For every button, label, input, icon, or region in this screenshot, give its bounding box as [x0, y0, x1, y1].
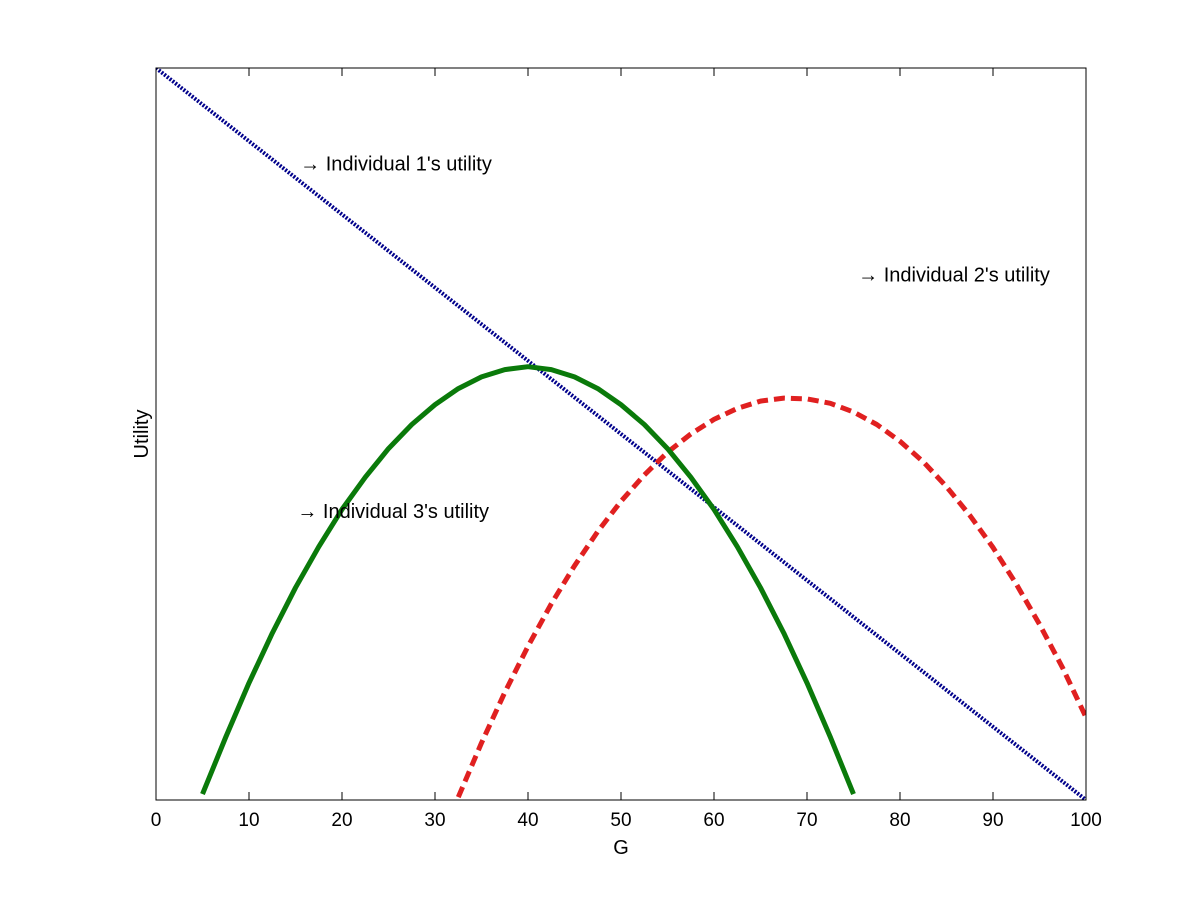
- series-line-ind1: [156, 68, 1086, 800]
- x-tick-label: 20: [331, 810, 352, 831]
- x-tick-label: 0: [151, 810, 162, 831]
- annotation-label: → Individual 1's utility: [300, 153, 492, 175]
- x-tick-label: 60: [703, 810, 724, 831]
- series-line-ind3: [200, 364, 856, 796]
- x-tick-label: 40: [517, 810, 538, 831]
- x-tick-label: 80: [889, 810, 910, 831]
- series-line-ind2: [456, 395, 1086, 799]
- annotation-label: → Individual 2's utility: [858, 265, 1050, 287]
- y-axis-label: Utility: [131, 410, 153, 459]
- x-tick-label: 50: [610, 810, 631, 831]
- x-axis-label: G: [613, 837, 629, 859]
- x-tick-label: 70: [796, 810, 817, 831]
- annotation-label: → Individual 3's utility: [297, 501, 489, 523]
- x-tick-label: 90: [982, 810, 1003, 831]
- x-tick-label: 100: [1070, 810, 1102, 831]
- x-tick-label: 10: [238, 810, 259, 831]
- x-tick-label: 30: [424, 810, 445, 831]
